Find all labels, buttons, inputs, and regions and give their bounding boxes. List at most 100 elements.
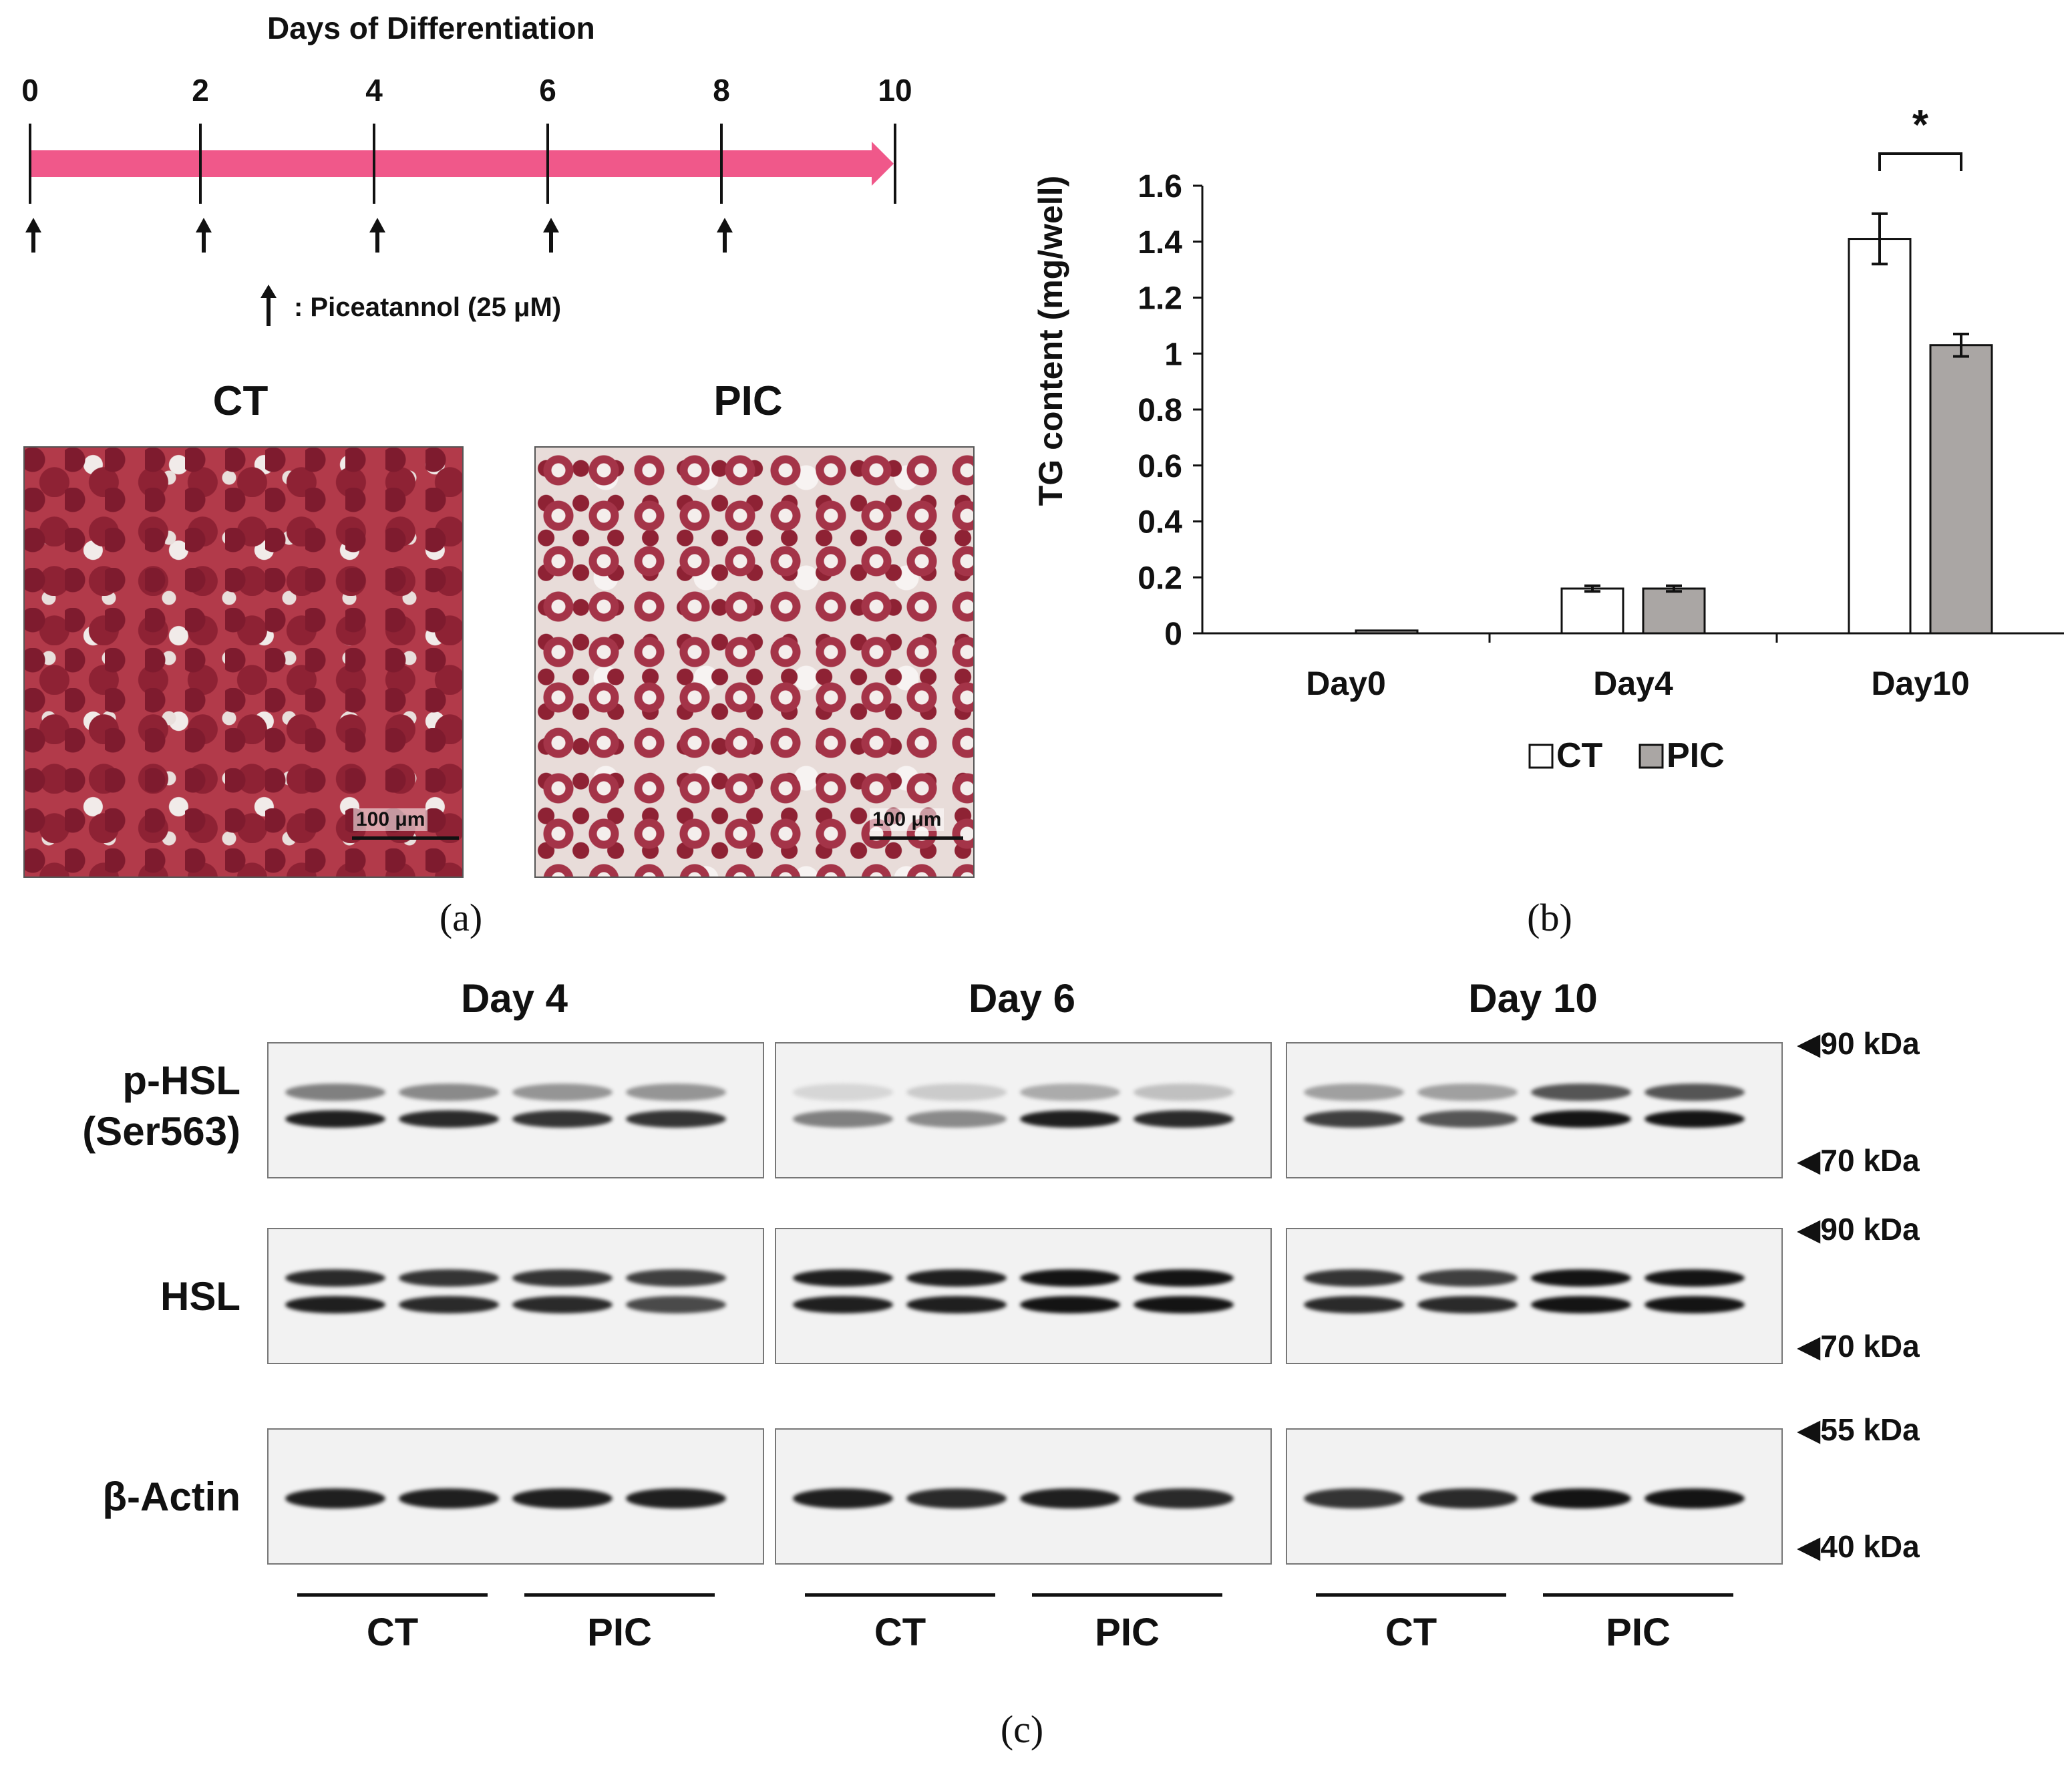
blot-band (1531, 1488, 1631, 1508)
group-underline (1316, 1593, 1506, 1597)
group-underline (297, 1593, 488, 1597)
error-bar (1584, 584, 1600, 593)
group-label-ct: CT (874, 1611, 926, 1654)
blot-beta-actin-day4 (267, 1428, 764, 1565)
blot-band (512, 1269, 613, 1287)
x-tick-label: Day10 (1871, 665, 1969, 702)
blot-band (793, 1084, 893, 1101)
bar-pic-day0 (1355, 629, 1419, 635)
blot-band (1020, 1296, 1120, 1313)
blot-band (793, 1488, 893, 1508)
blot-band (285, 1110, 385, 1128)
blot-band (1531, 1084, 1631, 1101)
row-label-line: β-Actin (102, 1474, 240, 1519)
blot-band (793, 1296, 893, 1313)
group-label-pic: PIC (587, 1611, 652, 1654)
caption-c: (c) (1000, 1708, 1044, 1751)
row-label-p-hsl: p-HSL (Ser563) (27, 1056, 240, 1157)
group-underline (1543, 1593, 1733, 1597)
blot-band (399, 1269, 499, 1287)
blot-band (512, 1296, 613, 1313)
marker-hsl-1: ◀70 kDa (1797, 1329, 1920, 1363)
timeline-day-lines (29, 124, 896, 204)
y-tick-label: 1 (1164, 337, 1182, 372)
blot-band (906, 1110, 1007, 1128)
blot-band (399, 1110, 499, 1128)
blot-band (1304, 1269, 1404, 1287)
legend-arrow-icon (261, 285, 277, 326)
bar-ct-day10 (1848, 238, 1912, 635)
blot-band (512, 1488, 613, 1508)
timeline-tick-4: 4 (365, 73, 383, 108)
blot-band (399, 1296, 499, 1313)
blot-band (1531, 1269, 1631, 1287)
timeline-tick-6: 6 (539, 73, 556, 108)
treatment-arrows (25, 218, 733, 253)
day-header-day6: Day 6 (968, 976, 1076, 1021)
blot-band (626, 1296, 726, 1313)
blot-band (512, 1110, 613, 1128)
blot-beta-actin-day6 (775, 1428, 1272, 1565)
blot-band (1417, 1296, 1518, 1313)
y-tick-label: 0.6 (1138, 449, 1182, 484)
scale-bar-pic (870, 836, 963, 840)
row-label-line: HSL (160, 1274, 240, 1319)
blot-band (1417, 1110, 1518, 1128)
blot-band (1134, 1269, 1234, 1287)
marker-hsl-0: ◀90 kDa (1797, 1212, 1920, 1247)
tg-bar-chart: 0 0.2 0.4 0.6 0.8 1 1.2 1.4 1.6 Day0 Day4 Day10 * CT P… (1032, 102, 2064, 775)
timeline-graphic (25, 124, 896, 326)
bar-pic-day10 (1929, 344, 1993, 635)
blot-band (399, 1084, 499, 1101)
marker-p-hsl-1: ◀70 kDa (1797, 1143, 1920, 1178)
caption-b: (b) (1527, 896, 1572, 939)
blot-hsl-day4 (267, 1228, 764, 1364)
blot-band (512, 1084, 613, 1101)
blot-hsl-day10 (1286, 1228, 1783, 1364)
error-bar (1872, 212, 1888, 266)
blot-band (1645, 1296, 1745, 1313)
blot-band (285, 1269, 385, 1287)
bar-ct-day4 (1560, 587, 1624, 635)
timeline-tick-10: 10 (878, 73, 912, 108)
blot-band (1531, 1296, 1631, 1313)
scale-label-ct: 100 μm (353, 808, 428, 831)
blot-p-hsl-day10 (1286, 1042, 1783, 1178)
blot-band (1645, 1084, 1745, 1101)
blot-band (1417, 1269, 1518, 1287)
row-label-line: (Ser563) (82, 1109, 240, 1154)
micrograph-pic: 100 μm (534, 446, 975, 878)
blot-band (906, 1488, 1007, 1508)
legend-swatch-pic (1638, 744, 1664, 769)
blot-band (1304, 1110, 1404, 1128)
legend-label-ct: CT (1556, 736, 1603, 775)
blot-band (399, 1488, 499, 1508)
blot-p-hsl-day4 (267, 1042, 764, 1178)
marker-beta-actin-0: ◀55 kDa (1797, 1412, 1920, 1447)
blot-band (1645, 1488, 1745, 1508)
blot-beta-actin-day10 (1286, 1428, 1783, 1565)
error-bar (1953, 332, 1969, 358)
bar-pic-day4 (1642, 587, 1706, 635)
y-tick-label: 1.6 (1138, 169, 1182, 204)
blot-band (1134, 1488, 1234, 1508)
image-label-ct: CT (212, 378, 269, 424)
blot-band (906, 1296, 1007, 1313)
chart-ylabel: TG content (mg/well) (1032, 176, 1069, 506)
micrograph-ct: 100 μm (23, 446, 464, 878)
blot-band (1645, 1110, 1745, 1128)
x-tick-label: Day0 (1306, 665, 1386, 702)
treatment-arrow-icon (717, 218, 733, 253)
marker-p-hsl-0: ◀90 kDa (1797, 1026, 1920, 1061)
blot-band (1134, 1084, 1234, 1101)
y-tick-label: 1.2 (1138, 281, 1182, 317)
y-tick-label: 0.8 (1138, 393, 1182, 428)
group-label-ct: CT (1385, 1611, 1437, 1654)
y-tick-label: 1.4 (1138, 225, 1182, 261)
blot-band (626, 1110, 726, 1128)
marker-beta-actin-1: ◀40 kDa (1797, 1529, 1920, 1564)
error-bar (1666, 584, 1682, 593)
y-tick-label: 0.2 (1138, 560, 1182, 596)
blot-band (793, 1110, 893, 1128)
treatment-arrow-icon (196, 218, 212, 253)
